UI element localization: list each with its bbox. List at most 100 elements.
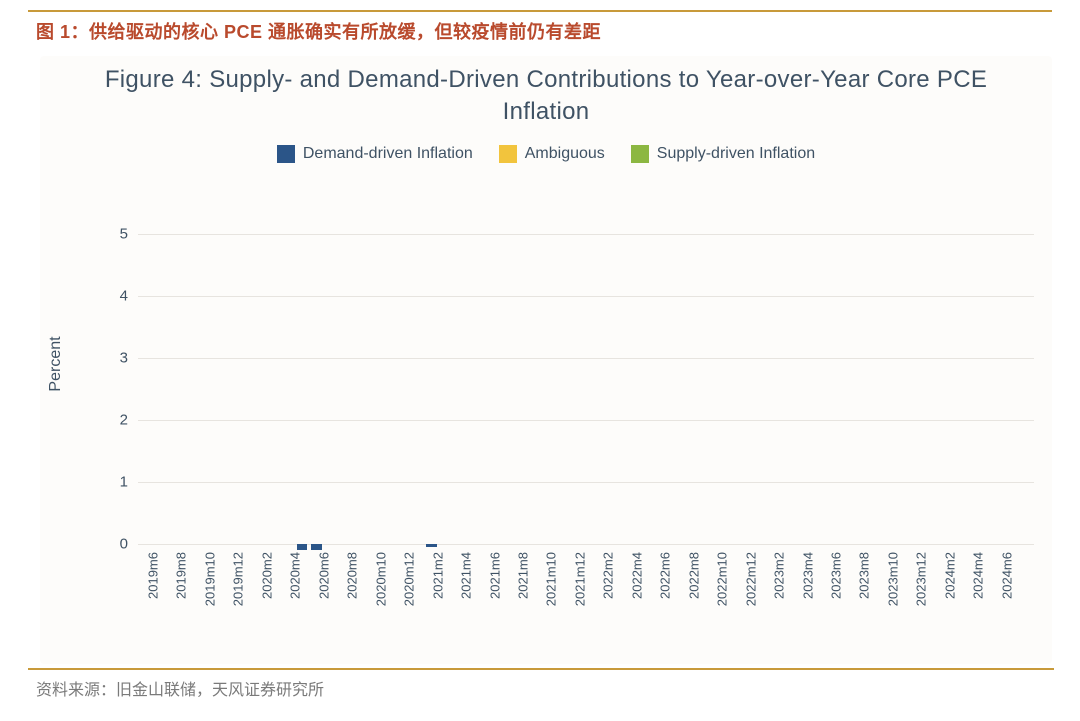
- bar-column: [368, 184, 380, 544]
- bar-column: [239, 184, 251, 544]
- x-tick-label: 2020m2: [259, 552, 274, 599]
- x-tick-label: 2023m6: [829, 552, 844, 599]
- bar-column: [181, 184, 193, 544]
- bar-column: [411, 184, 423, 544]
- bar-column: [727, 184, 739, 544]
- x-axis: 2019m6 2019m8 2019m10 2019m12 2020m2 2020m4 20…: [138, 548, 1006, 658]
- bar-column: [913, 184, 925, 544]
- bar-column: [583, 184, 595, 544]
- y-axis-label: Percent: [47, 336, 65, 391]
- x-tick-label: 2020m6: [316, 552, 331, 599]
- x-tick-label: 2022m2: [601, 552, 616, 599]
- bar-column: [195, 184, 207, 544]
- x-tick-label: 2022m10: [715, 552, 730, 606]
- x-tick-label: 2019m10: [202, 552, 217, 606]
- bar-column: [497, 184, 509, 544]
- chinese-title: 图 1：供给驱动的核心 PCE 通胀确实有所放缓，但较疫情前仍有差距: [0, 12, 1080, 50]
- x-tick-label: 2023m2: [772, 552, 787, 599]
- source-text: 资料来源：旧金山联储，天风证券研究所: [36, 676, 324, 700]
- bar-column: [425, 184, 437, 544]
- legend: Demand-driven Inflation Ambiguous Supply-d…: [40, 145, 1052, 163]
- x-tick-label: 2020m10: [373, 552, 388, 606]
- bar-column: [1000, 184, 1012, 544]
- bar-column: [224, 184, 236, 544]
- bar-column: [784, 184, 796, 544]
- bar-column: [712, 184, 724, 544]
- bar-column: [770, 184, 782, 544]
- bar-column: [899, 184, 911, 544]
- x-tick-label: 2022m12: [743, 552, 758, 606]
- y-tick-label: 3: [120, 349, 128, 366]
- bar-column: [684, 184, 696, 544]
- bar-column: [483, 184, 495, 544]
- bar-column: [253, 184, 265, 544]
- x-tick-label: 2022m8: [686, 552, 701, 599]
- bar-column: [698, 184, 710, 544]
- bar-column: [741, 184, 753, 544]
- bar-column: [956, 184, 968, 544]
- x-tick-label: 2024m6: [999, 552, 1014, 599]
- bar-column: [985, 184, 997, 544]
- x-tick-label: 2019m8: [174, 552, 189, 599]
- x-tick-label: 2023m10: [885, 552, 900, 606]
- bar-column: [526, 184, 538, 544]
- x-tick-label: 2022m6: [658, 552, 673, 599]
- bar-column: [655, 184, 667, 544]
- bar-column: [554, 184, 566, 544]
- x-tick-label: 2023m8: [857, 552, 872, 599]
- y-tick-label: 1: [120, 473, 128, 490]
- x-tick-label: 2020m8: [345, 552, 360, 599]
- x-tick-label: 2021m10: [544, 552, 559, 606]
- x-tick-label: 2020m4: [288, 552, 303, 599]
- bars-container: [138, 184, 1026, 544]
- bar-column: [282, 184, 294, 544]
- x-tick-label: 2021m12: [572, 552, 587, 606]
- bar-column: [626, 184, 638, 544]
- legend-item: Supply-driven Inflation: [631, 145, 815, 163]
- legend-swatch: [277, 145, 295, 163]
- y-tick-label: 0: [120, 536, 128, 553]
- bar-column: [440, 184, 452, 544]
- chart-panel: Figure 4: Supply- and Demand-Driven Cont…: [40, 56, 1052, 664]
- x-tick-label: 2019m6: [146, 552, 161, 599]
- bar-column: [382, 184, 394, 544]
- bar-column: [339, 184, 351, 544]
- x-tick-label: 2020m12: [402, 552, 417, 606]
- bar-column: [152, 184, 164, 544]
- legend-item: Demand-driven Inflation: [277, 145, 473, 163]
- legend-swatch: [631, 145, 649, 163]
- x-tick-label: 2024m2: [942, 552, 957, 599]
- bar-column: [540, 184, 552, 544]
- bar-column: [813, 184, 825, 544]
- bar-column: [267, 184, 279, 544]
- x-tick-label: 2022m4: [629, 552, 644, 599]
- y-tick-label: 5: [120, 225, 128, 242]
- legend-label: Ambiguous: [525, 145, 605, 163]
- x-tick-label: 2021m4: [459, 552, 474, 599]
- legend-label: Supply-driven Inflation: [657, 145, 815, 163]
- x-tick-label: 2021m6: [487, 552, 502, 599]
- x-tick-label: 2024m4: [971, 552, 986, 599]
- bar-column: [210, 184, 222, 544]
- footer-rule: [28, 668, 1054, 670]
- bar-column: [612, 184, 624, 544]
- legend-label: Demand-driven Inflation: [303, 145, 473, 163]
- plot-area: Percent 012345: [76, 184, 1034, 544]
- x-tick-label: 2021m8: [515, 552, 530, 599]
- bar-column: [353, 184, 365, 544]
- x-tick-label: 2019m12: [231, 552, 246, 606]
- x-tick-label: 2021m2: [430, 552, 445, 599]
- bar-column: [167, 184, 179, 544]
- bar-column: [827, 184, 839, 544]
- bar-column: [138, 184, 150, 544]
- bar-column: [454, 184, 466, 544]
- gridline: [138, 544, 1034, 545]
- bar-column: [856, 184, 868, 544]
- bar-column: [468, 184, 480, 544]
- bar-column: [325, 184, 337, 544]
- bar-column: [1014, 184, 1026, 544]
- x-tick-label: 2023m12: [914, 552, 929, 606]
- bar-column: [396, 184, 408, 544]
- bar-column: [598, 184, 610, 544]
- bar-segment-demand-negative: [426, 544, 436, 547]
